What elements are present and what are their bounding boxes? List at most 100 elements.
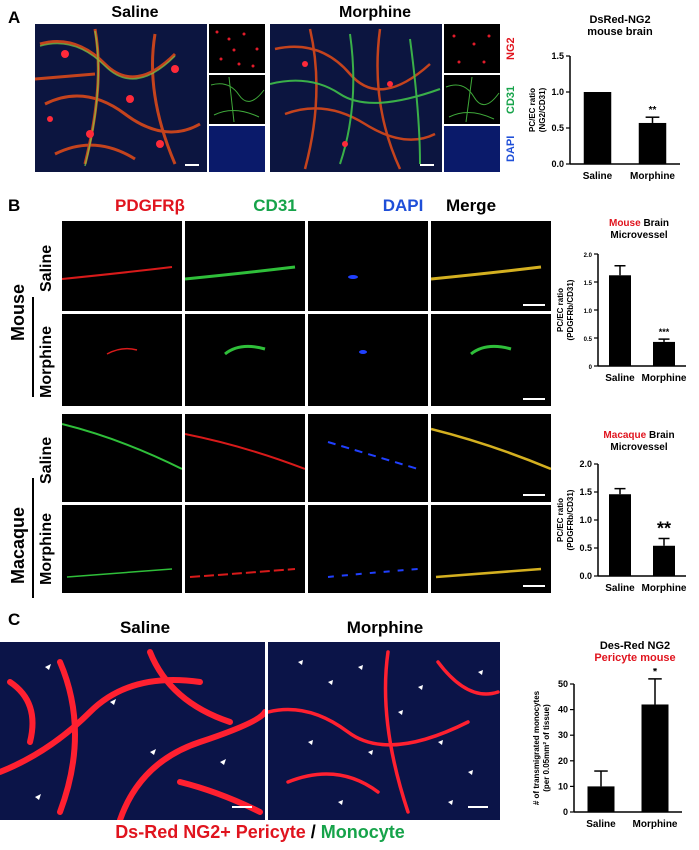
category-label: Saline <box>605 583 635 594</box>
category-label: Saline <box>583 171 613 182</box>
scale-bar <box>523 398 545 400</box>
category-label: Morphine <box>633 819 678 830</box>
y-tick-label: 2.0 <box>579 459 592 469</box>
scale-bar <box>523 494 545 496</box>
chart-b-mouse-pc-ec-ratio: 0 0.5 1.0 1.5 2.0 Saline *** Morphine PC/EC rati… <box>556 253 687 384</box>
y-tick-label: 1.0 <box>584 309 593 315</box>
mouse-morphine-cd31-image <box>185 314 305 406</box>
bar <box>638 122 667 164</box>
significance-label: ** <box>649 105 657 116</box>
y-axis-label: # of transmigrated monocytes(per 0.05mm²… <box>532 690 551 805</box>
y-tick-label: 0.0 <box>551 159 564 169</box>
mouse-morphine-dapi-image <box>308 314 428 406</box>
panel-a-header-saline: Saline <box>111 4 159 21</box>
morphine-ng2-image <box>444 24 500 73</box>
mouse-morphine-merge-image <box>431 314 551 406</box>
stain-label-ng2: NG2 <box>505 37 517 60</box>
bar <box>653 545 675 576</box>
mouse-saline-dapi-image <box>308 221 428 311</box>
chart-b-macaque-title: Macaque Brain Microvessel <box>584 430 694 454</box>
y-axis-label: PC/EC ratio(PDGFRb/CD31) <box>556 489 575 550</box>
row-label-macaque-saline: Saline <box>38 436 55 484</box>
y-axis-label-line: (PDGFRb/CD31) <box>566 489 575 550</box>
caption-pericyte: Ds-Red NG2+ Pericyte <box>115 822 306 842</box>
column-header-pdgfrb: PDGFRβ <box>115 196 185 215</box>
y-tick-label: 30 <box>558 730 568 740</box>
mouse-saline-pdgfrb-image <box>62 221 182 311</box>
scale-bar <box>523 304 545 306</box>
y-tick-label: 0 <box>589 365 593 371</box>
y-axis-label-line: # of transmigrated monocytes <box>532 690 541 805</box>
macaque-morphine-cd31-image <box>185 505 305 593</box>
bar <box>641 704 669 812</box>
macaque-saline-pdgfrb-image <box>62 414 182 502</box>
macaque-morphine-dapi-image <box>308 505 428 593</box>
chart-b-macaque-pc-ec-ratio: 0.0 0.5 1.0 1.5 2.0 Saline ** Morphine PC/EC rat… <box>556 459 687 594</box>
scale-bar <box>420 164 434 166</box>
species-label-mouse: Mouse <box>8 283 28 341</box>
chart-c-title-line2: Pericyte mouse <box>594 652 676 664</box>
y-axis-label-line: (NG2/CD31) <box>538 87 547 132</box>
chart-b-macaque-title-brain: Brain <box>649 430 675 441</box>
panel-c-header-morphine: Morphine <box>346 618 424 637</box>
chart-b-mouse-title-line2: Microvessel <box>610 230 668 241</box>
y-tick-label: 50 <box>558 679 568 689</box>
mouse-saline-merge-image <box>431 221 551 311</box>
column-header-cd31: CD31 <box>253 196 297 215</box>
morphine-dapi-image <box>444 126 500 172</box>
mouse-morphine-pdgfrb-image <box>62 314 182 406</box>
y-axis-label-line: PC/EC ratio <box>556 498 565 542</box>
y-tick-label: 1.5 <box>551 51 564 61</box>
y-axis-label-line: PC/EC ratio <box>556 288 565 332</box>
mouse-saline-cd31-image <box>185 221 305 311</box>
chart-b-mouse-title-species: Mouse <box>608 218 641 229</box>
row-label-mouse-morphine: Morphine <box>38 326 55 398</box>
saline-ng2-cd31-dapi-image <box>35 24 207 172</box>
chart-a-pc-ec-ratio: 0.0 0.5 1.0 1.5 Saline ** Morphine PC/EC ratio(… <box>528 51 680 182</box>
morphine-pericyte-monocyte-image <box>268 642 500 820</box>
macaque-saline-cd31-image <box>185 414 305 502</box>
bar <box>609 275 631 366</box>
scale-bar <box>185 164 199 166</box>
species-bracket-mouse <box>32 297 34 397</box>
stain-label-dapi: DAPI <box>505 135 517 163</box>
morphine-cd31-image <box>444 75 500 124</box>
scale-bar <box>232 806 252 808</box>
chart-c-title-line1: Des-Red NG2 <box>599 640 671 652</box>
panel-a-header-morphine: Morphine <box>339 4 411 21</box>
macaque-saline-merge-image <box>431 414 551 502</box>
y-axis-label: PC/EC ratio(NG2/CD31) <box>528 87 547 132</box>
bar <box>653 341 675 366</box>
y-axis-label: PC/EC ratio(PDGFRb/CD31) <box>556 279 575 340</box>
morphine-ng2-cd31-dapi-image <box>270 24 442 172</box>
bar <box>583 92 612 164</box>
chart-a-title-line1: DsRed-NG2 <box>589 14 651 26</box>
scale-bar <box>523 585 545 587</box>
y-axis-label-line: (per 0.05mm² of tissue) <box>542 704 551 792</box>
panel-letter-c: C <box>8 610 21 629</box>
chart-b-mouse-title: Mouse Brain Microvessel <box>584 218 694 242</box>
y-tick-label: 0.0 <box>579 571 592 581</box>
saline-dapi-image <box>209 126 265 172</box>
significance-label: ** <box>657 518 671 538</box>
row-label-macaque-morphine: Morphine <box>38 513 55 585</box>
category-label: Morphine <box>642 583 687 594</box>
species-label-macaque: Macaque <box>8 506 28 584</box>
chart-c-title: Des-Red NG2 Pericyte mouse <box>575 640 695 664</box>
y-axis-label-line: (PDGFRb/CD31) <box>566 279 575 340</box>
caption-separator: / <box>305 822 321 842</box>
y-tick-label: 1.0 <box>551 87 564 97</box>
saline-ng2-image <box>209 24 265 73</box>
y-tick-label: 0.5 <box>584 337 593 343</box>
chart-a-title-line2: mouse brain <box>587 26 653 38</box>
saline-pericyte-monocyte-image <box>0 642 265 820</box>
y-axis-label-line: PC/EC ratio <box>528 88 537 132</box>
column-header-dapi: DAPI <box>382 196 424 215</box>
category-label: Morphine <box>630 171 675 182</box>
y-tick-label: 0.5 <box>579 543 592 553</box>
category-label: Morphine <box>642 373 687 384</box>
chart-b-macaque-title-line2: Microvessel <box>610 442 668 453</box>
stain-label-cd31: CD31 <box>505 85 517 114</box>
panel-c-header-saline: Saline <box>119 618 171 637</box>
significance-label: * <box>653 668 658 678</box>
